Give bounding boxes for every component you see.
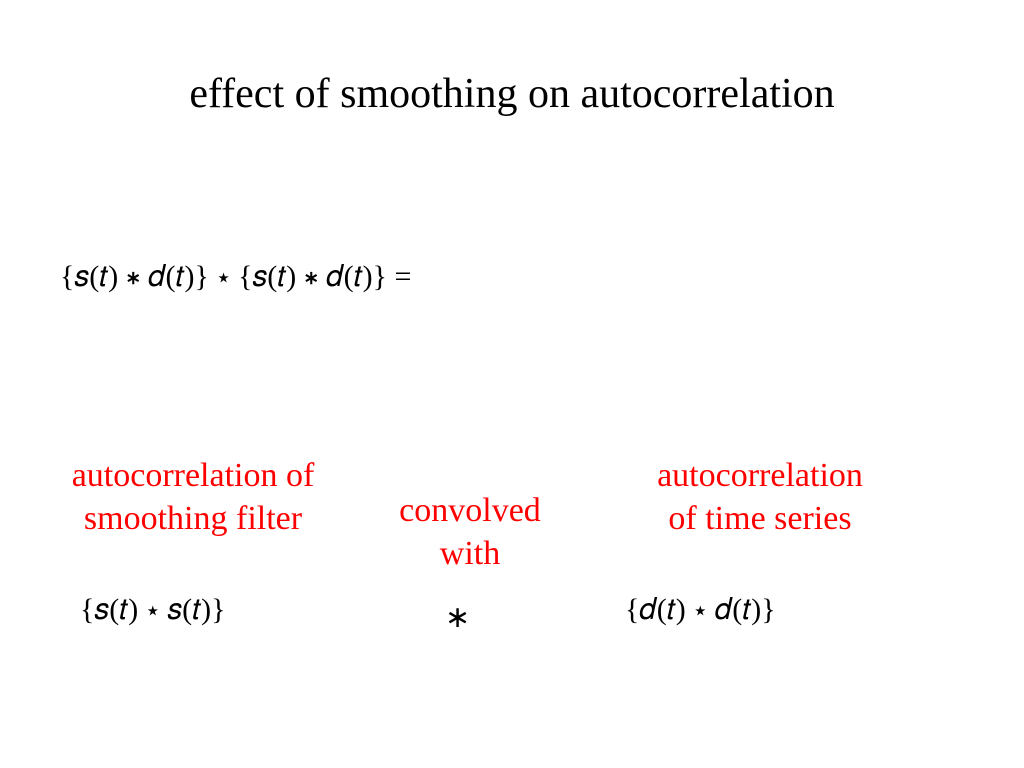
label-autocorr-series: autocorrelation of time series (600, 455, 920, 540)
slide-title: effect of smoothing on autocorrelation (0, 70, 1024, 118)
label-right-line1: autocorrelation (657, 457, 863, 494)
label-center-line2: with (440, 535, 500, 572)
label-center-line1: convolved (399, 492, 541, 529)
equation-series-autocorr: {𝑑(𝑡) ⋆ 𝑑(𝑡)} (625, 593, 776, 627)
main-equation: {𝑠(𝑡) ∗ 𝑑(𝑡)} ⋆ {𝑠(𝑡) ∗ 𝑑(𝑡)} = (60, 260, 411, 294)
equation-convolution-op: ∗ (445, 600, 470, 635)
label-left-line1: autocorrelation of (72, 457, 315, 494)
label-convolved-with: convolved with (370, 490, 570, 575)
label-left-line2: smoothing filter (84, 500, 302, 537)
equation-filter-autocorr: {𝑠(𝑡) ⋆ 𝑠(𝑡)} (80, 593, 226, 627)
label-right-line2: of time series (668, 500, 851, 537)
label-autocorr-filter: autocorrelation of smoothing filter (38, 455, 348, 540)
